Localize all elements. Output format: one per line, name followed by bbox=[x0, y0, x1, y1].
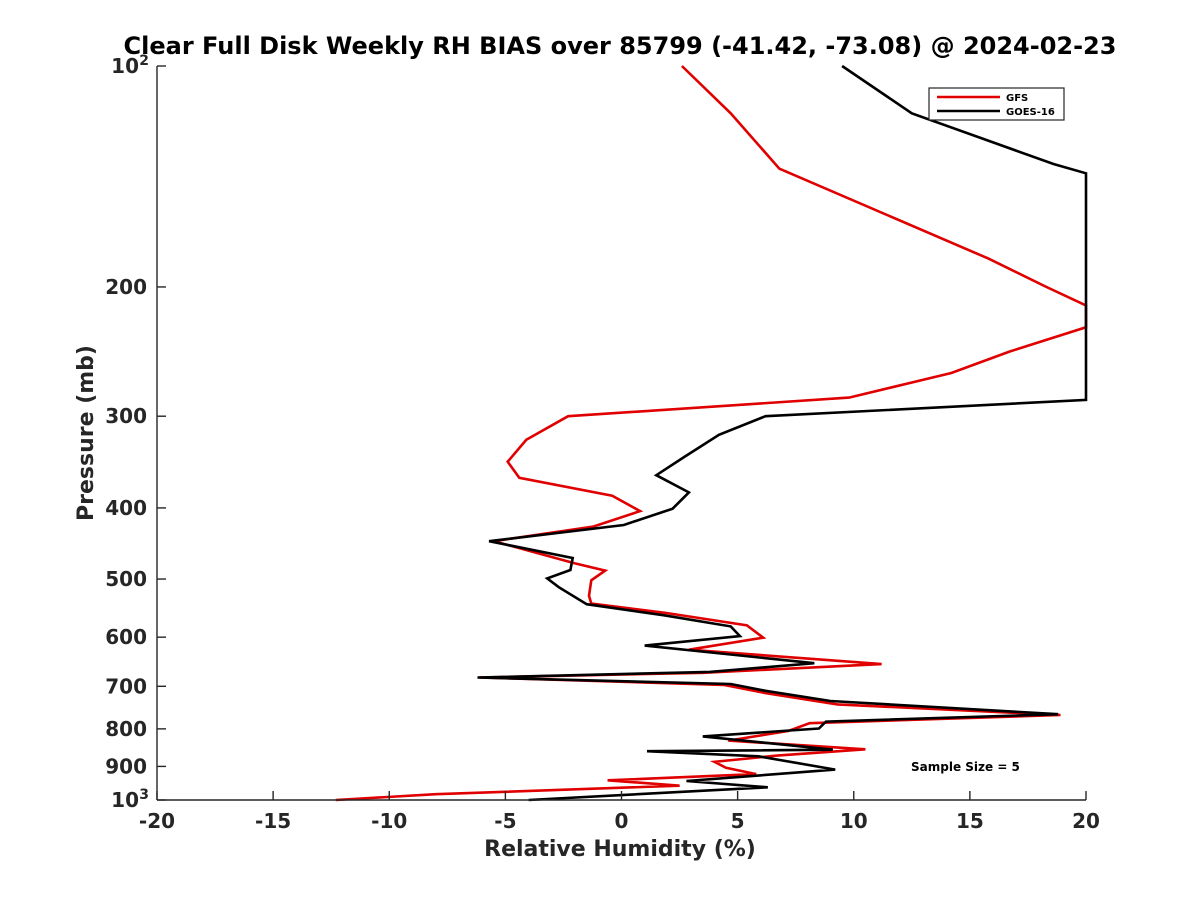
x-tick-label: -20 bbox=[139, 809, 175, 833]
y-axis-label: Pressure (mb) bbox=[74, 345, 99, 521]
x-axis-label: Relative Humidity (%) bbox=[484, 837, 756, 862]
x-ticks: -20 -15 -10 -5 0 5 10 15 20 bbox=[139, 791, 1100, 833]
series-line-goes-16 bbox=[477, 64, 1088, 802]
series-line-gfs bbox=[335, 65, 1088, 802]
y-tick-label: 900 bbox=[105, 754, 147, 778]
y-tick-exponent: 2 bbox=[139, 53, 149, 69]
x-tick-label: 0 bbox=[615, 809, 629, 833]
legend-label-gfs: GFS bbox=[1006, 93, 1028, 104]
x-tick-label: -10 bbox=[371, 809, 407, 833]
y-tick-label: 400 bbox=[105, 496, 147, 520]
x-tick-label: -15 bbox=[255, 809, 291, 833]
chart-title: Clear Full Disk Weekly RH BIAS over 8579… bbox=[124, 32, 1117, 60]
series-layer bbox=[335, 64, 1088, 802]
x-tick-label: 15 bbox=[956, 809, 984, 833]
y-tick-exponent: 3 bbox=[139, 787, 149, 803]
x-tick-label: 10 bbox=[840, 809, 868, 833]
y-tick-label: 500 bbox=[105, 567, 147, 591]
axes-layer bbox=[156, 66, 1086, 801]
legend: GFS GOES-16 bbox=[928, 87, 1065, 121]
y-tick-label: 10 bbox=[111, 54, 139, 78]
y-tick-label: 10 bbox=[111, 788, 139, 812]
y-tick-label: 600 bbox=[105, 625, 147, 649]
y-tick-label: 300 bbox=[105, 404, 147, 428]
x-tick-label: 20 bbox=[1072, 809, 1100, 833]
legend-label-goes-16: GOES-16 bbox=[1006, 107, 1055, 118]
x-tick-label: 5 bbox=[731, 809, 745, 833]
y-tick-label: 700 bbox=[105, 674, 147, 698]
legend-box bbox=[928, 87, 1065, 121]
sample-size-annotation: Sample Size = 5 bbox=[911, 760, 1020, 774]
y-tick-label: 200 bbox=[105, 275, 147, 299]
x-tick-label: -5 bbox=[494, 809, 516, 833]
y-tick-label: 800 bbox=[105, 717, 147, 741]
